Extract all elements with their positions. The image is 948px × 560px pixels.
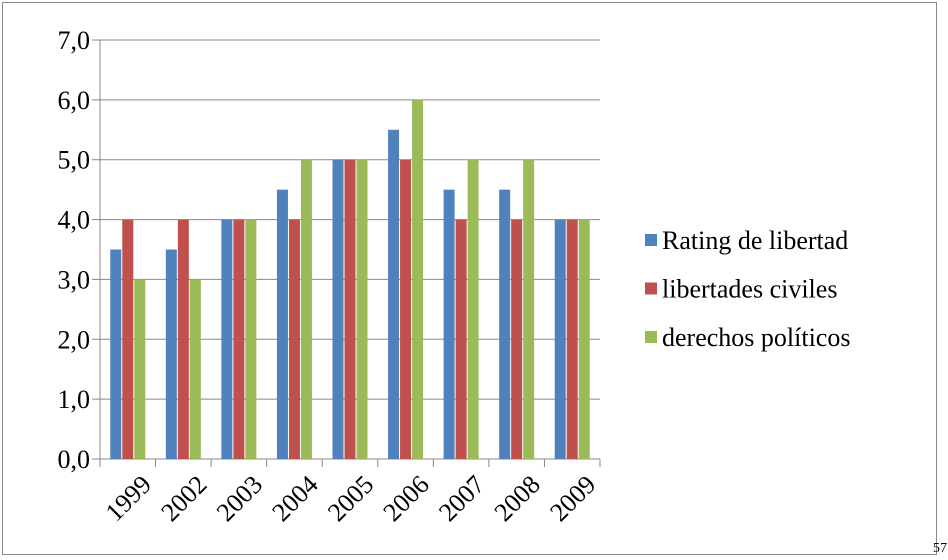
bar	[554, 219, 566, 459]
legend-label: Rating de libertad	[662, 226, 848, 255]
y-tick-label: 0,0	[58, 445, 91, 474]
bar	[523, 159, 535, 459]
y-tick-label: 3,0	[58, 265, 91, 294]
bar	[122, 219, 134, 459]
bar	[443, 189, 455, 459]
bar	[165, 249, 177, 459]
bar	[110, 249, 122, 459]
legend-label: derechos políticos	[662, 323, 850, 352]
page-number: 57	[933, 541, 947, 556]
y-tick-label: 1,0	[58, 385, 91, 414]
legend-swatch	[645, 331, 657, 343]
bar	[134, 279, 146, 459]
y-tick-label: 2,0	[58, 325, 91, 354]
legend-label: libertades civiles	[662, 275, 837, 304]
bar	[221, 219, 233, 459]
y-tick-label: 6,0	[58, 86, 91, 115]
bar	[400, 159, 412, 459]
bar	[177, 219, 189, 459]
bar	[499, 189, 511, 459]
legend-swatch	[645, 282, 657, 295]
bar	[288, 219, 300, 459]
bar	[276, 189, 288, 459]
bar	[344, 159, 356, 459]
bar	[566, 219, 578, 459]
y-tick-label: 5,0	[58, 146, 91, 175]
bar	[467, 159, 479, 459]
bar	[300, 159, 312, 459]
bar	[245, 219, 257, 459]
legend-swatch	[645, 234, 657, 246]
bar	[189, 279, 201, 459]
bar	[356, 159, 368, 459]
y-tick-label: 7,0	[58, 26, 91, 55]
y-tick-label: 4,0	[58, 206, 91, 235]
bar	[233, 219, 245, 459]
bar	[455, 219, 467, 459]
bar	[412, 99, 424, 459]
bar	[578, 219, 590, 459]
bar	[388, 129, 400, 460]
bar	[511, 219, 523, 459]
bar	[332, 159, 344, 459]
